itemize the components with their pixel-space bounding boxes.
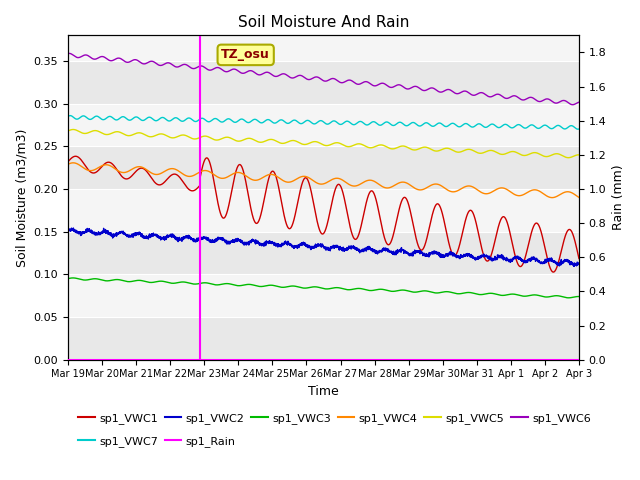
Bar	[68, 317, 579, 360]
Bar	[68, 61, 579, 104]
Y-axis label: Rain (mm): Rain (mm)	[612, 165, 625, 230]
Bar	[68, 275, 579, 317]
Bar	[68, 146, 579, 189]
Bar	[68, 232, 579, 275]
Bar	[68, 189, 579, 232]
Bar	[68, 36, 579, 61]
Text: TZ_osu: TZ_osu	[221, 48, 270, 61]
Y-axis label: Soil Moisture (m3/m3): Soil Moisture (m3/m3)	[15, 128, 28, 267]
Legend: sp1_VWC7, sp1_Rain: sp1_VWC7, sp1_Rain	[74, 432, 240, 451]
Title: Soil Moisture And Rain: Soil Moisture And Rain	[238, 15, 409, 30]
X-axis label: Time: Time	[308, 385, 339, 398]
Bar	[68, 104, 579, 146]
